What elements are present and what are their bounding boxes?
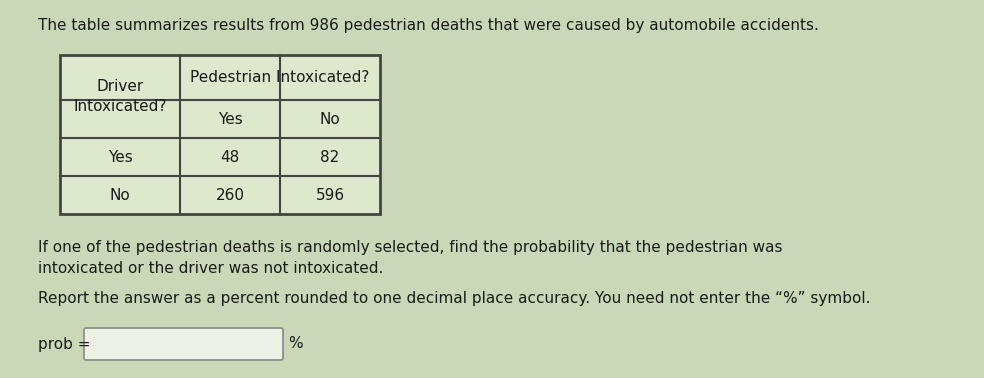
Text: 82: 82 [321, 150, 339, 164]
Text: Pedestrian Intoxicated?: Pedestrian Intoxicated? [190, 70, 370, 85]
Text: prob =: prob = [38, 336, 91, 352]
Text: Yes: Yes [107, 150, 133, 164]
FancyBboxPatch shape [84, 328, 283, 360]
Text: No: No [320, 112, 340, 127]
Text: Yes: Yes [217, 112, 242, 127]
Text: 596: 596 [316, 187, 344, 203]
Text: Report the answer as a percent rounded to one decimal place accuracy. You need n: Report the answer as a percent rounded t… [38, 291, 871, 306]
Text: 260: 260 [215, 187, 244, 203]
Text: If one of the pedestrian deaths is randomly selected, find the probability that : If one of the pedestrian deaths is rando… [38, 240, 782, 255]
Text: The table summarizes results from 986 pedestrian deaths that were caused by auto: The table summarizes results from 986 pe… [38, 18, 819, 33]
Text: %: % [288, 336, 303, 352]
Bar [60, 55, 380, 214]
Bar [60, 55, 380, 214]
Text: No: No [109, 187, 130, 203]
Text: intoxicated or the driver was not intoxicated.: intoxicated or the driver was not intoxi… [38, 261, 384, 276]
Text: 48: 48 [220, 150, 240, 164]
Text: Driver
Intoxicated?: Driver Intoxicated? [74, 79, 166, 114]
